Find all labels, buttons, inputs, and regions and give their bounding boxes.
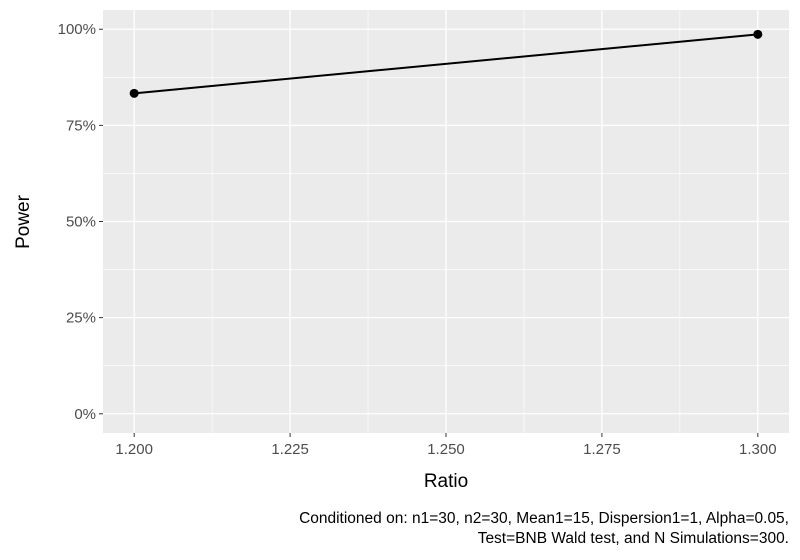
y-tick-label: 75% <box>66 117 96 134</box>
y-tick-label: 50% <box>66 214 96 231</box>
x-axis-title: Ratio <box>424 471 468 492</box>
x-tick-label: 1.275 <box>583 441 621 458</box>
y-axis-title: Power <box>13 194 34 249</box>
x-tick-label: 1.300 <box>739 441 777 458</box>
y-tick-label: 25% <box>66 310 96 327</box>
y-tick-label: 0% <box>74 406 96 423</box>
data-point <box>129 88 139 98</box>
caption-line-1: Conditioned on: n1=30, n2=30, Mean1=15, … <box>299 510 789 527</box>
series-line <box>134 33 758 95</box>
x-tick-label: 1.225 <box>271 441 309 458</box>
x-tick-label: 1.250 <box>427 441 465 458</box>
y-tick-label: 100% <box>58 21 96 38</box>
x-tick-label: 1.200 <box>115 441 153 458</box>
data-point <box>753 29 763 39</box>
caption-line-2: Test=BNB Wald test, and N Simulations=30… <box>478 530 789 547</box>
